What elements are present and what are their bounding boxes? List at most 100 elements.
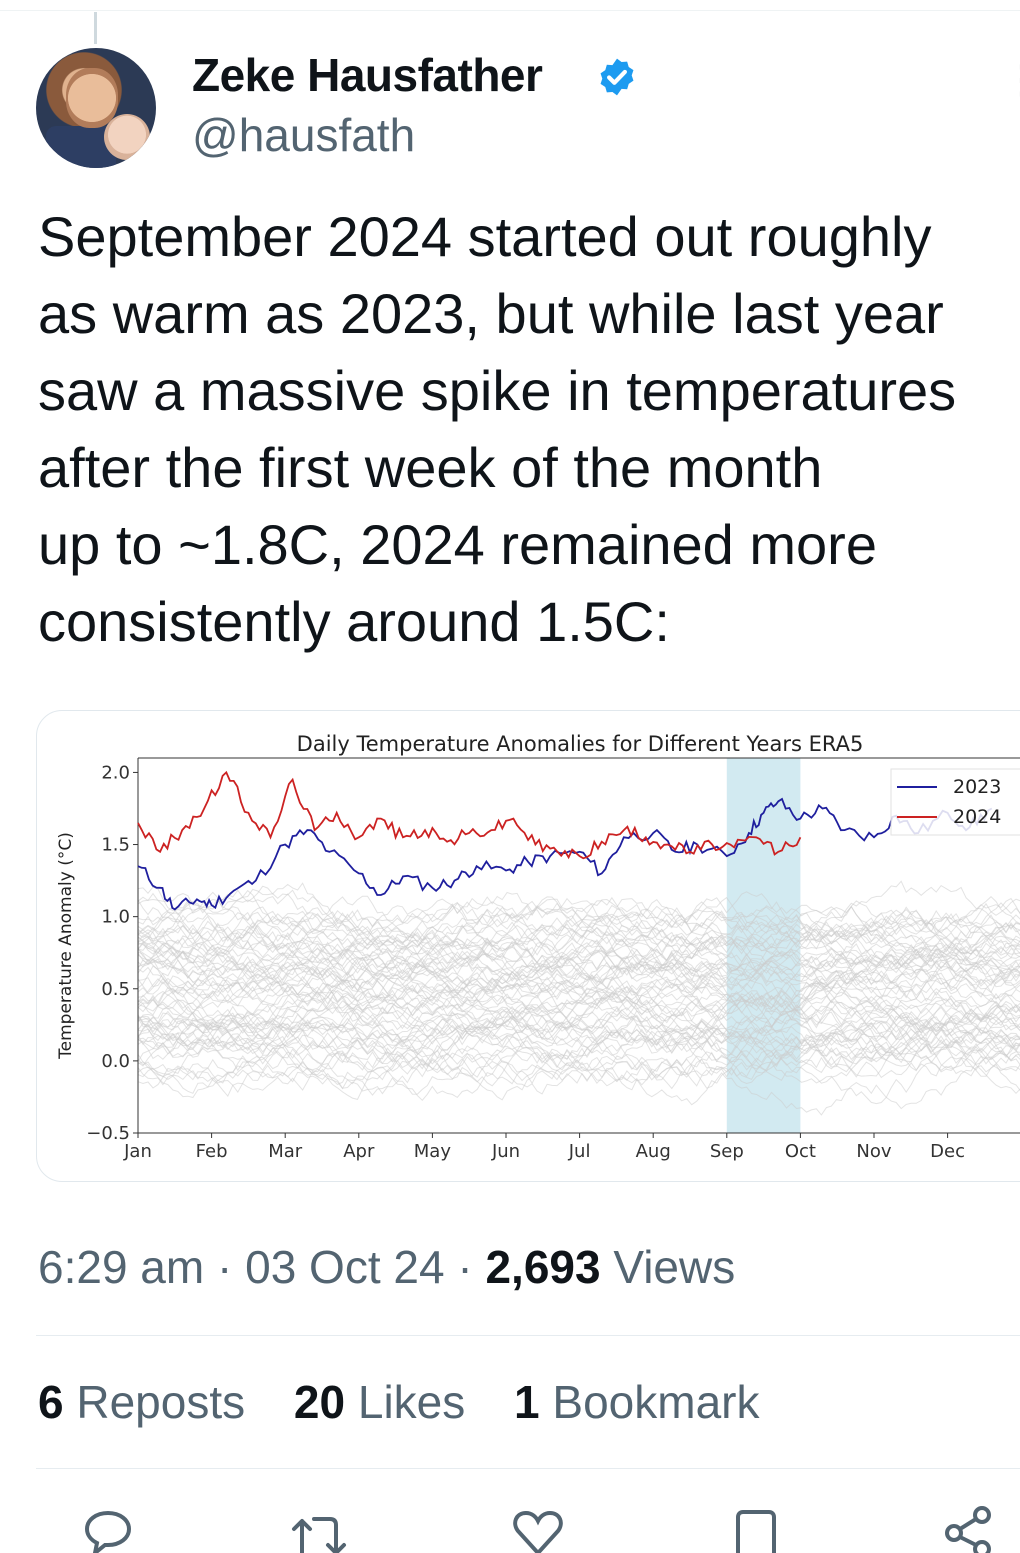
series-line-2023 bbox=[137, 797, 993, 911]
action-bar bbox=[0, 1505, 1020, 1553]
reposts-label: Reposts bbox=[76, 1376, 246, 1428]
tweet-meta: 6:29 am · 03 Oct 24 · 2,693 Views bbox=[38, 1240, 735, 1294]
views-count: 2,693 bbox=[485, 1241, 601, 1293]
background-year-line bbox=[137, 1023, 1020, 1086]
background-year-line bbox=[137, 994, 1020, 1078]
tweet-line: September 2024 started out roughly bbox=[38, 205, 932, 268]
like-icon[interactable] bbox=[508, 1505, 568, 1553]
x-tick-label: Feb bbox=[196, 1141, 228, 1162]
background-year-line bbox=[137, 958, 1020, 1032]
reply-icon[interactable] bbox=[78, 1505, 138, 1553]
background-year-line bbox=[137, 907, 1020, 972]
bookmarks-label: Bookmark bbox=[552, 1376, 760, 1428]
background-year-line bbox=[137, 982, 1020, 1051]
x-tick-label: Mar bbox=[268, 1141, 303, 1162]
chart-title: Daily Temperature Anomalies for Differen… bbox=[297, 732, 864, 756]
series-line-2024 bbox=[137, 770, 802, 860]
x-tick-label: Jan bbox=[123, 1141, 152, 1162]
chart-svg: −0.5 0.0 0.5 1.0 1.5 2.0 Jan Feb Mar Apr May Jun Jul… bbox=[56, 732, 1020, 1162]
top-divider bbox=[0, 10, 1020, 11]
likes-stat[interactable]: 20 Likes bbox=[294, 1376, 465, 1428]
tweet-line: consistently around 1.5C: bbox=[38, 590, 670, 653]
y-tick-label: −0.5 bbox=[86, 1123, 130, 1144]
verified-badge-icon bbox=[600, 58, 634, 96]
background-year-line bbox=[137, 939, 1020, 1024]
tweet-line: after the first week of the month bbox=[38, 436, 823, 499]
x-tick-label: Dec bbox=[930, 1141, 965, 1162]
y-tick-label: 1.5 bbox=[101, 835, 130, 856]
x-tick-label: May bbox=[414, 1141, 452, 1162]
avatar[interactable] bbox=[36, 48, 156, 168]
tweet-text: September 2024 started out roughly as war… bbox=[38, 198, 1020, 660]
author-name[interactable]: Zeke Hausfather bbox=[192, 49, 543, 101]
background-year-line bbox=[137, 961, 1020, 1049]
engagement-stats: 6 Reposts 20 Likes 1 Bookmark bbox=[38, 1375, 795, 1429]
legend-box bbox=[890, 768, 1020, 836]
divider bbox=[36, 1468, 1020, 1469]
background-year-line bbox=[137, 898, 1020, 969]
tweet-media-chart[interactable]: −0.5 0.0 0.5 1.0 1.5 2.0 Jan Feb Mar Apr May Jun Jul… bbox=[36, 710, 1020, 1182]
divider bbox=[36, 1335, 1020, 1336]
background-year-line bbox=[137, 995, 1020, 1070]
background-year-line bbox=[137, 930, 1020, 987]
bookmarks-count: 1 bbox=[514, 1376, 540, 1428]
tweet-line: as warm as 2023, but while last year bbox=[38, 282, 944, 345]
background-year-line bbox=[137, 911, 1020, 964]
views-label: Views bbox=[613, 1241, 736, 1293]
x-tick-label: Oct bbox=[785, 1141, 816, 1162]
avatar-baby bbox=[104, 114, 150, 160]
x-tick-label: Sep bbox=[710, 1141, 744, 1162]
legend-label-2024: 2024 bbox=[953, 806, 1001, 828]
background-year-line bbox=[137, 993, 1020, 1047]
bookmark-icon[interactable] bbox=[726, 1505, 786, 1553]
likes-label: Likes bbox=[357, 1376, 466, 1428]
more-options-icon[interactable]: ⋮ bbox=[1002, 60, 1020, 130]
y-tick-label: 0.5 bbox=[101, 979, 130, 1000]
background-year-line bbox=[137, 1007, 1020, 1060]
background-year-line bbox=[137, 1016, 1020, 1080]
author-handle[interactable]: @hausfath bbox=[192, 109, 416, 161]
background-year-line bbox=[137, 1018, 1020, 1072]
background-year-line bbox=[137, 916, 1020, 993]
background-year-line bbox=[137, 897, 1020, 956]
meta-separator: · bbox=[457, 1241, 473, 1293]
reposts-stat[interactable]: 6 Reposts bbox=[38, 1376, 245, 1428]
avatar-face bbox=[66, 68, 118, 128]
background-year-line bbox=[137, 880, 1020, 945]
x-tick-label: Nov bbox=[856, 1141, 891, 1162]
background-year-line bbox=[137, 993, 1020, 1050]
background-year-line bbox=[137, 888, 1020, 966]
y-tick-label: 2.0 bbox=[101, 762, 130, 783]
background-year-line bbox=[137, 985, 1020, 1042]
tweet-line: up to ~1.8C, 2024 remained more bbox=[38, 513, 877, 576]
background-year-line bbox=[137, 900, 1020, 965]
reposts-count: 6 bbox=[38, 1376, 64, 1428]
y-tick-label: 0.0 bbox=[101, 1051, 130, 1072]
x-tick-label: Jun bbox=[491, 1141, 520, 1162]
background-year-line bbox=[137, 889, 1020, 959]
bookmarks-stat[interactable]: 1 Bookmark bbox=[514, 1376, 759, 1428]
background-year-line bbox=[137, 936, 1020, 989]
background-year-line bbox=[137, 948, 1020, 1031]
background-year-line bbox=[137, 882, 1020, 958]
background-year-line bbox=[137, 886, 1020, 955]
tweet-date: 03 Oct 24 bbox=[245, 1241, 445, 1293]
background-year-line bbox=[137, 928, 1020, 984]
x-tick-label: Jul bbox=[568, 1141, 591, 1162]
tweet-time: 6:29 am bbox=[38, 1241, 205, 1293]
background-year-line bbox=[137, 954, 1020, 1033]
background-year-line bbox=[137, 939, 1020, 990]
meta-separator: · bbox=[217, 1241, 233, 1293]
x-tick-label: Apr bbox=[343, 1141, 375, 1162]
background-year-line bbox=[137, 924, 1020, 993]
y-tick-label: 1.0 bbox=[101, 907, 130, 928]
likes-count: 20 bbox=[293, 1376, 346, 1428]
repost-icon[interactable] bbox=[288, 1505, 348, 1553]
background-year-line bbox=[137, 1032, 1020, 1105]
y-axis-label: Temperature Anomaly (°C) bbox=[56, 832, 76, 1060]
share-icon[interactable] bbox=[938, 1505, 998, 1553]
legend-label-2023: 2023 bbox=[953, 776, 1001, 798]
background-year-line bbox=[137, 1029, 1020, 1095]
thread-connector-line bbox=[94, 12, 97, 44]
background-year-line bbox=[137, 892, 1020, 948]
